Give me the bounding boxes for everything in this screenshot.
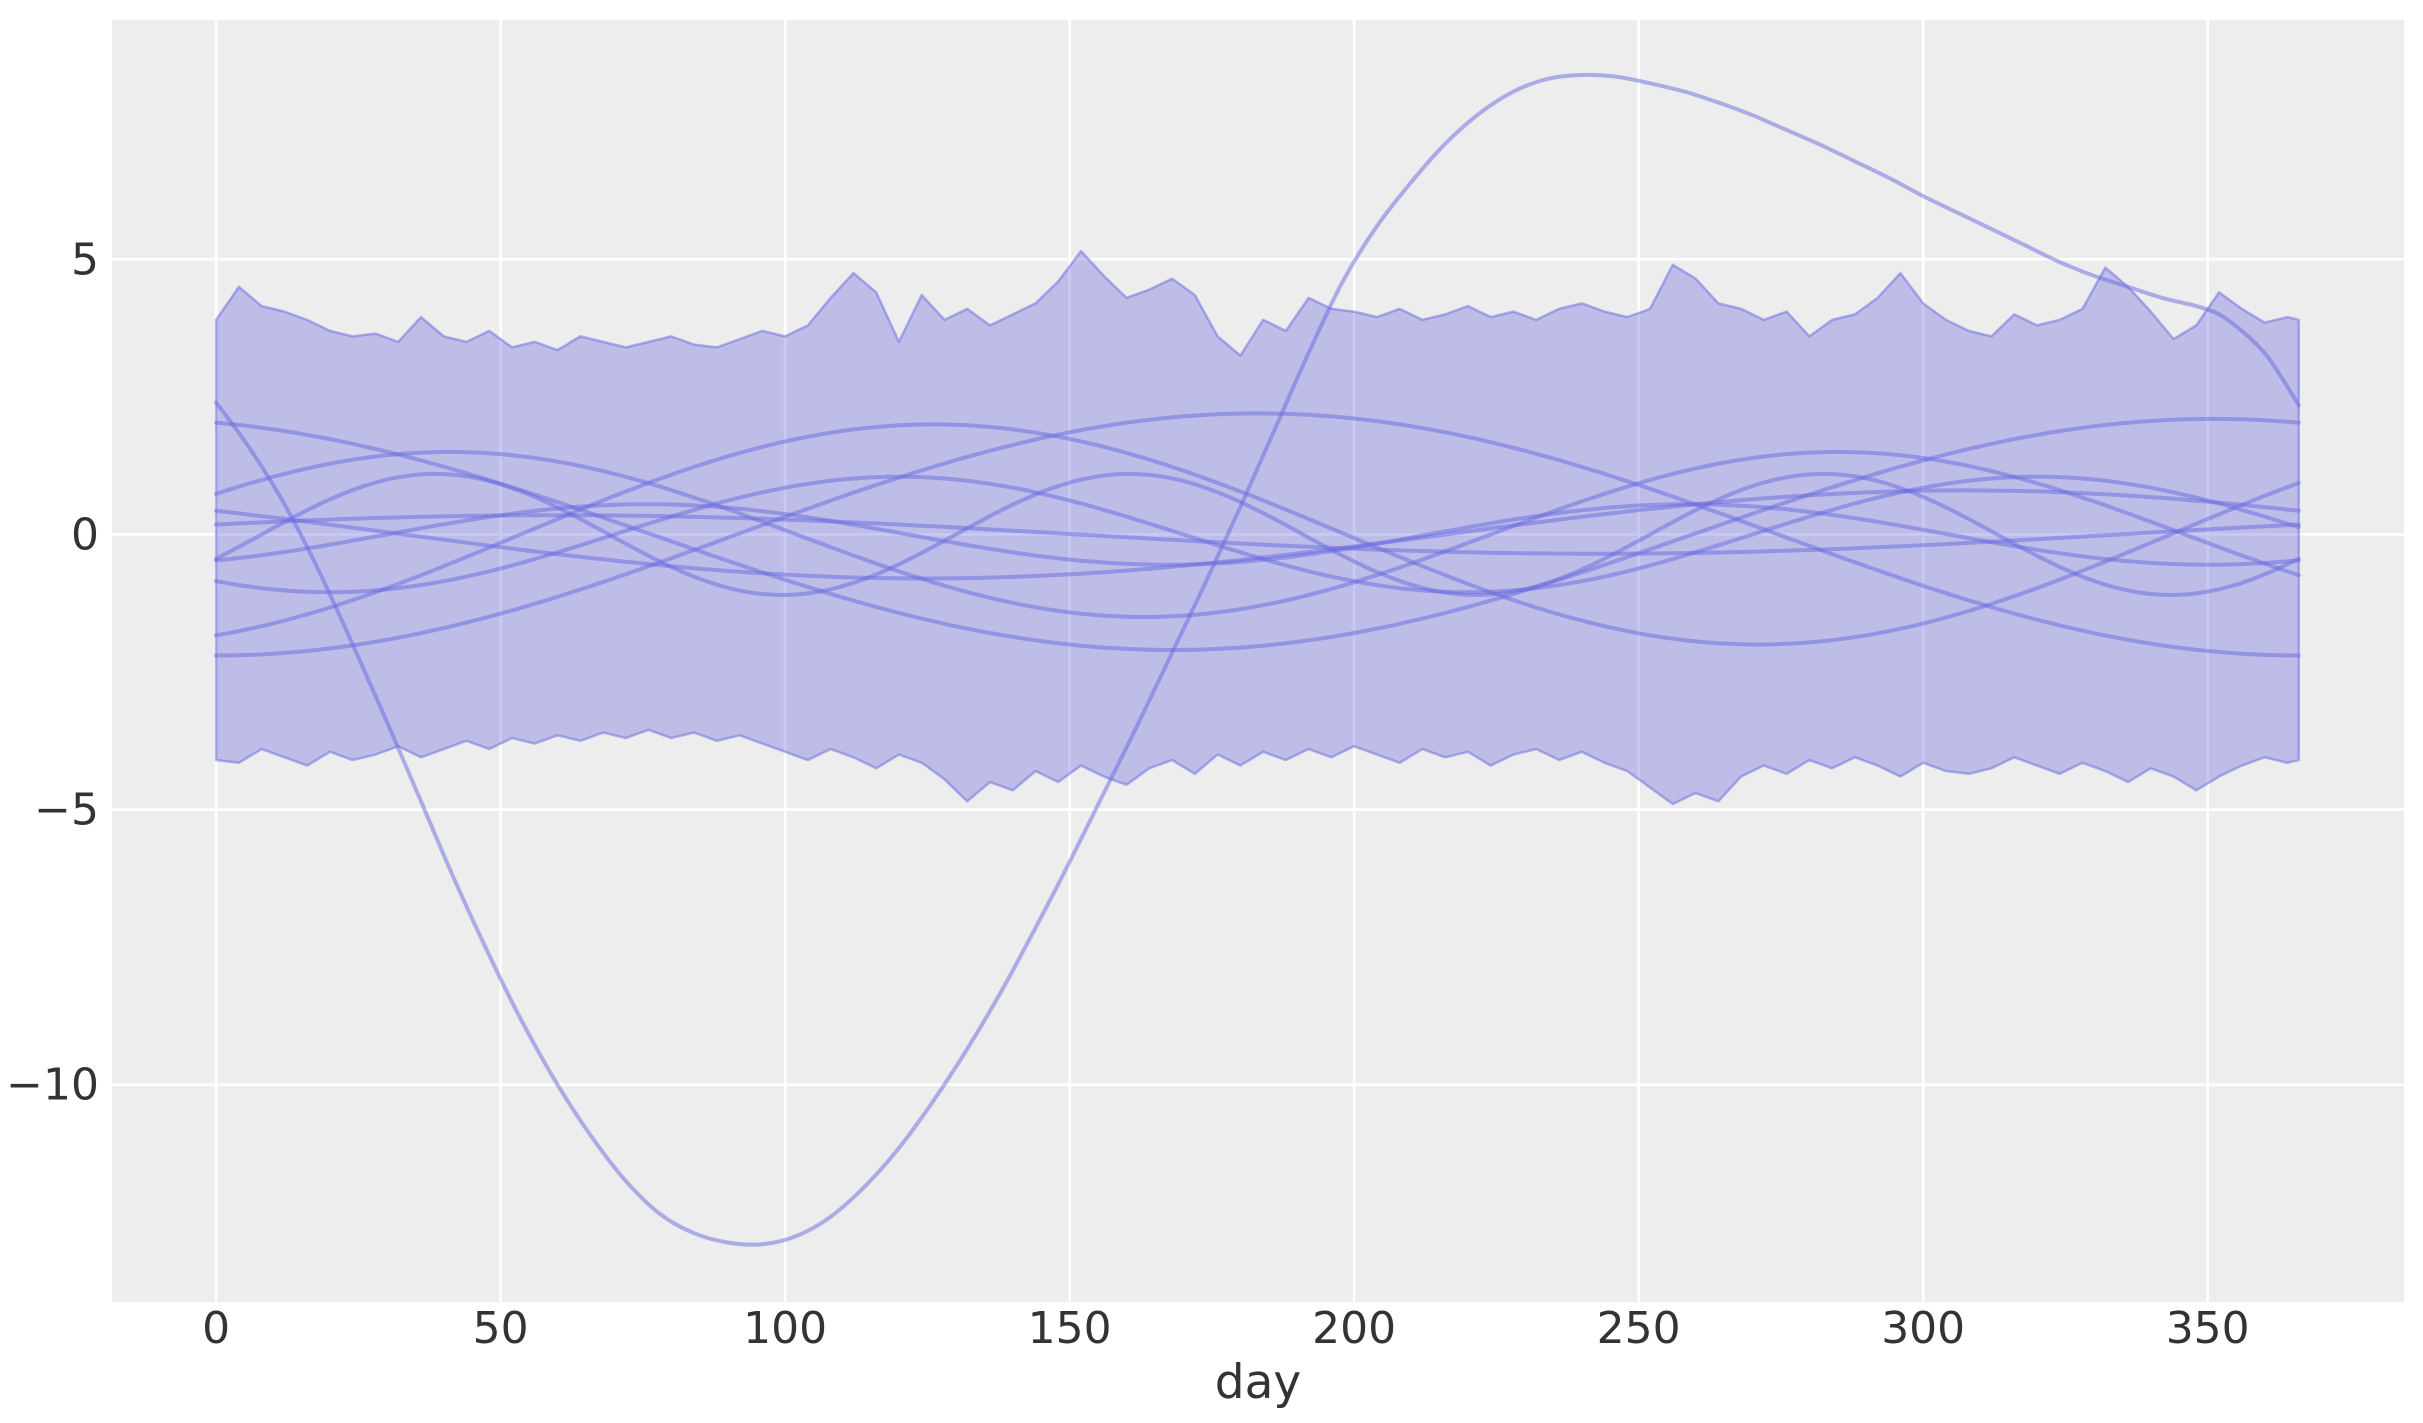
harmonic-curve <box>214 411 2301 658</box>
x-tick-label: 200 <box>1312 1303 1396 1354</box>
curves-layer <box>214 72 2301 1247</box>
x-tick-label: 300 <box>1881 1303 1965 1354</box>
x-tick-label: 250 <box>1597 1303 1681 1354</box>
y-tick-label: 0 <box>71 509 99 560</box>
noise-band <box>214 249 2300 806</box>
y-tick-label: −10 <box>6 1060 99 1111</box>
x-tick-label: 350 <box>2166 1303 2250 1354</box>
harmonic-curve <box>214 416 2301 652</box>
band-layer <box>214 249 2300 806</box>
harmonic-curve <box>214 513 2301 556</box>
harmonic-curve <box>214 488 2301 581</box>
big-annual-curve <box>214 72 2301 1247</box>
harmonic-curve <box>214 502 2301 567</box>
x-tick-labels: 0 50 100 150 200 250 300 350 <box>202 1303 2250 1354</box>
y-tick-label: 5 <box>71 234 99 285</box>
harmonic-curve <box>214 471 2301 597</box>
y-tick-label: −5 <box>34 785 99 836</box>
x-tick-label: 50 <box>473 1303 529 1354</box>
x-tick-label: 0 <box>202 1303 230 1354</box>
x-tick-label: 100 <box>743 1303 827 1354</box>
plot-area <box>112 20 2404 1302</box>
y-tick-labels: 5 0 −5 −10 <box>6 234 99 1110</box>
gridlines <box>112 20 2404 1302</box>
x-tick-label: 150 <box>1028 1303 1112 1354</box>
harmonic-curve <box>214 449 2301 619</box>
x-axis-label: day <box>1215 1355 1301 1410</box>
